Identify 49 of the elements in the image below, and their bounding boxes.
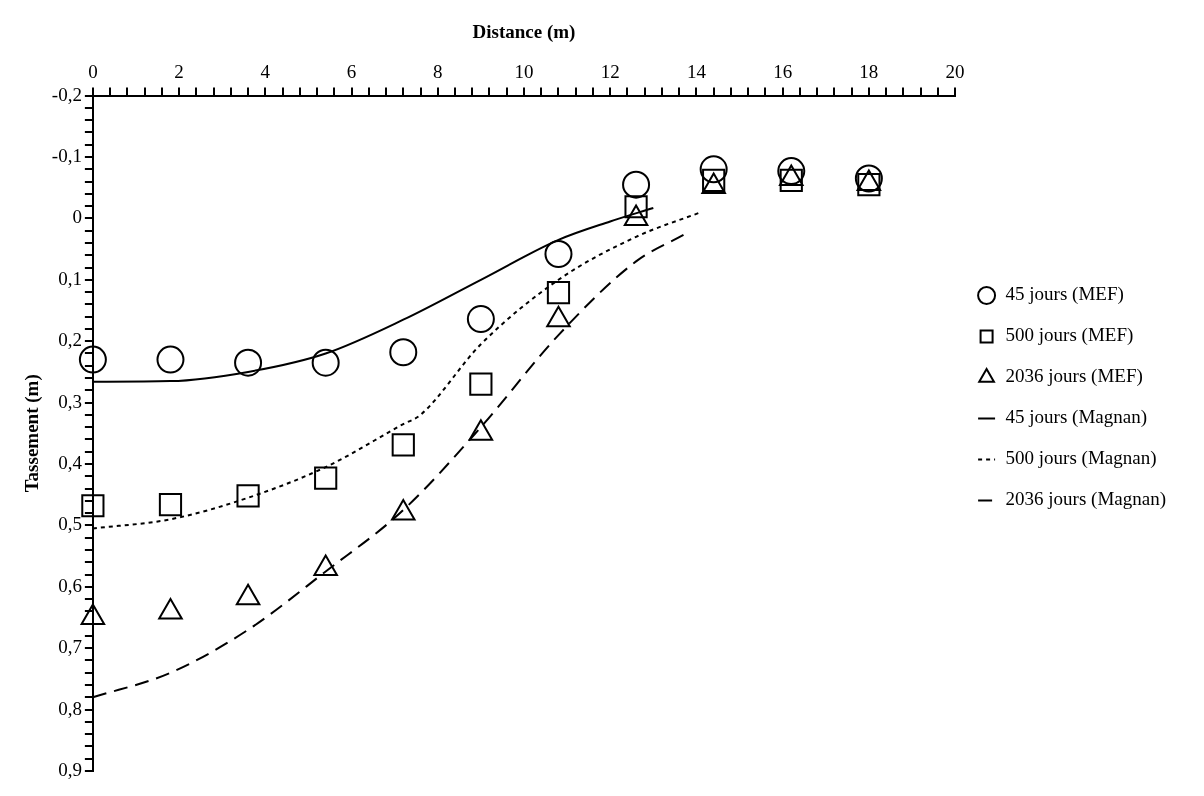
y-tick-label: -0,1: [51, 144, 82, 166]
y-tick-label: -0,2: [51, 83, 82, 105]
y-tick-label: 0,9: [58, 758, 82, 780]
y-tick-label: 0,3: [58, 390, 82, 412]
point: [466, 305, 495, 334]
x-tick-label: 20: [945, 61, 965, 83]
legend-label: 2036 jours (MEF): [1005, 365, 1143, 388]
point: [156, 345, 185, 374]
x-tick-label: 0: [88, 61, 98, 83]
legend-label: 45 jours (MEF): [1005, 283, 1124, 306]
point: [234, 348, 263, 377]
x-axis-title: Distance (m): [472, 21, 576, 44]
point: [81, 494, 105, 518]
point: [622, 170, 651, 199]
point: [699, 155, 728, 184]
point: [158, 492, 183, 517]
y-tick-label: 0,5: [58, 513, 82, 535]
x-tick-label: 8: [433, 61, 443, 83]
point: [546, 281, 571, 305]
y-tick-label: 0,4: [58, 451, 83, 473]
point: [236, 484, 260, 508]
x-tick-label: 16: [773, 61, 793, 83]
x-tick-label: 10: [514, 61, 534, 83]
point: [854, 164, 883, 193]
x-tick-label: 14: [686, 61, 707, 83]
x-tick-label: 12: [600, 61, 620, 83]
x-tick-label: 18: [859, 61, 879, 83]
point: [777, 157, 806, 186]
point: [311, 348, 340, 377]
x-tick-label: 4: [260, 61, 271, 83]
point: [391, 433, 415, 457]
point: [389, 338, 418, 367]
point: [314, 466, 338, 490]
y-axis-title: Tassement (m): [21, 374, 44, 493]
y-tick-label: 0,7: [58, 636, 82, 658]
legend-label: 500 jours (MEF): [1005, 324, 1134, 347]
point: [544, 240, 573, 269]
legend-label: 500 jours (Magnan): [1005, 447, 1157, 470]
y-tick-label: 0,8: [58, 697, 82, 719]
y-tick-label: 0,1: [58, 267, 82, 289]
y-tick-label: 0,2: [58, 329, 82, 351]
legend-label: 2036 jours (Magnan): [1005, 488, 1167, 511]
legend-label: 45 jours (Magnan): [1005, 406, 1148, 429]
x-tick-label: 2: [174, 61, 184, 83]
point: [469, 372, 493, 396]
y-tick-label: 0,6: [58, 574, 82, 596]
x-tick-label: 6: [346, 61, 357, 83]
y-tick-label: 0: [72, 206, 82, 228]
point: [624, 195, 648, 219]
